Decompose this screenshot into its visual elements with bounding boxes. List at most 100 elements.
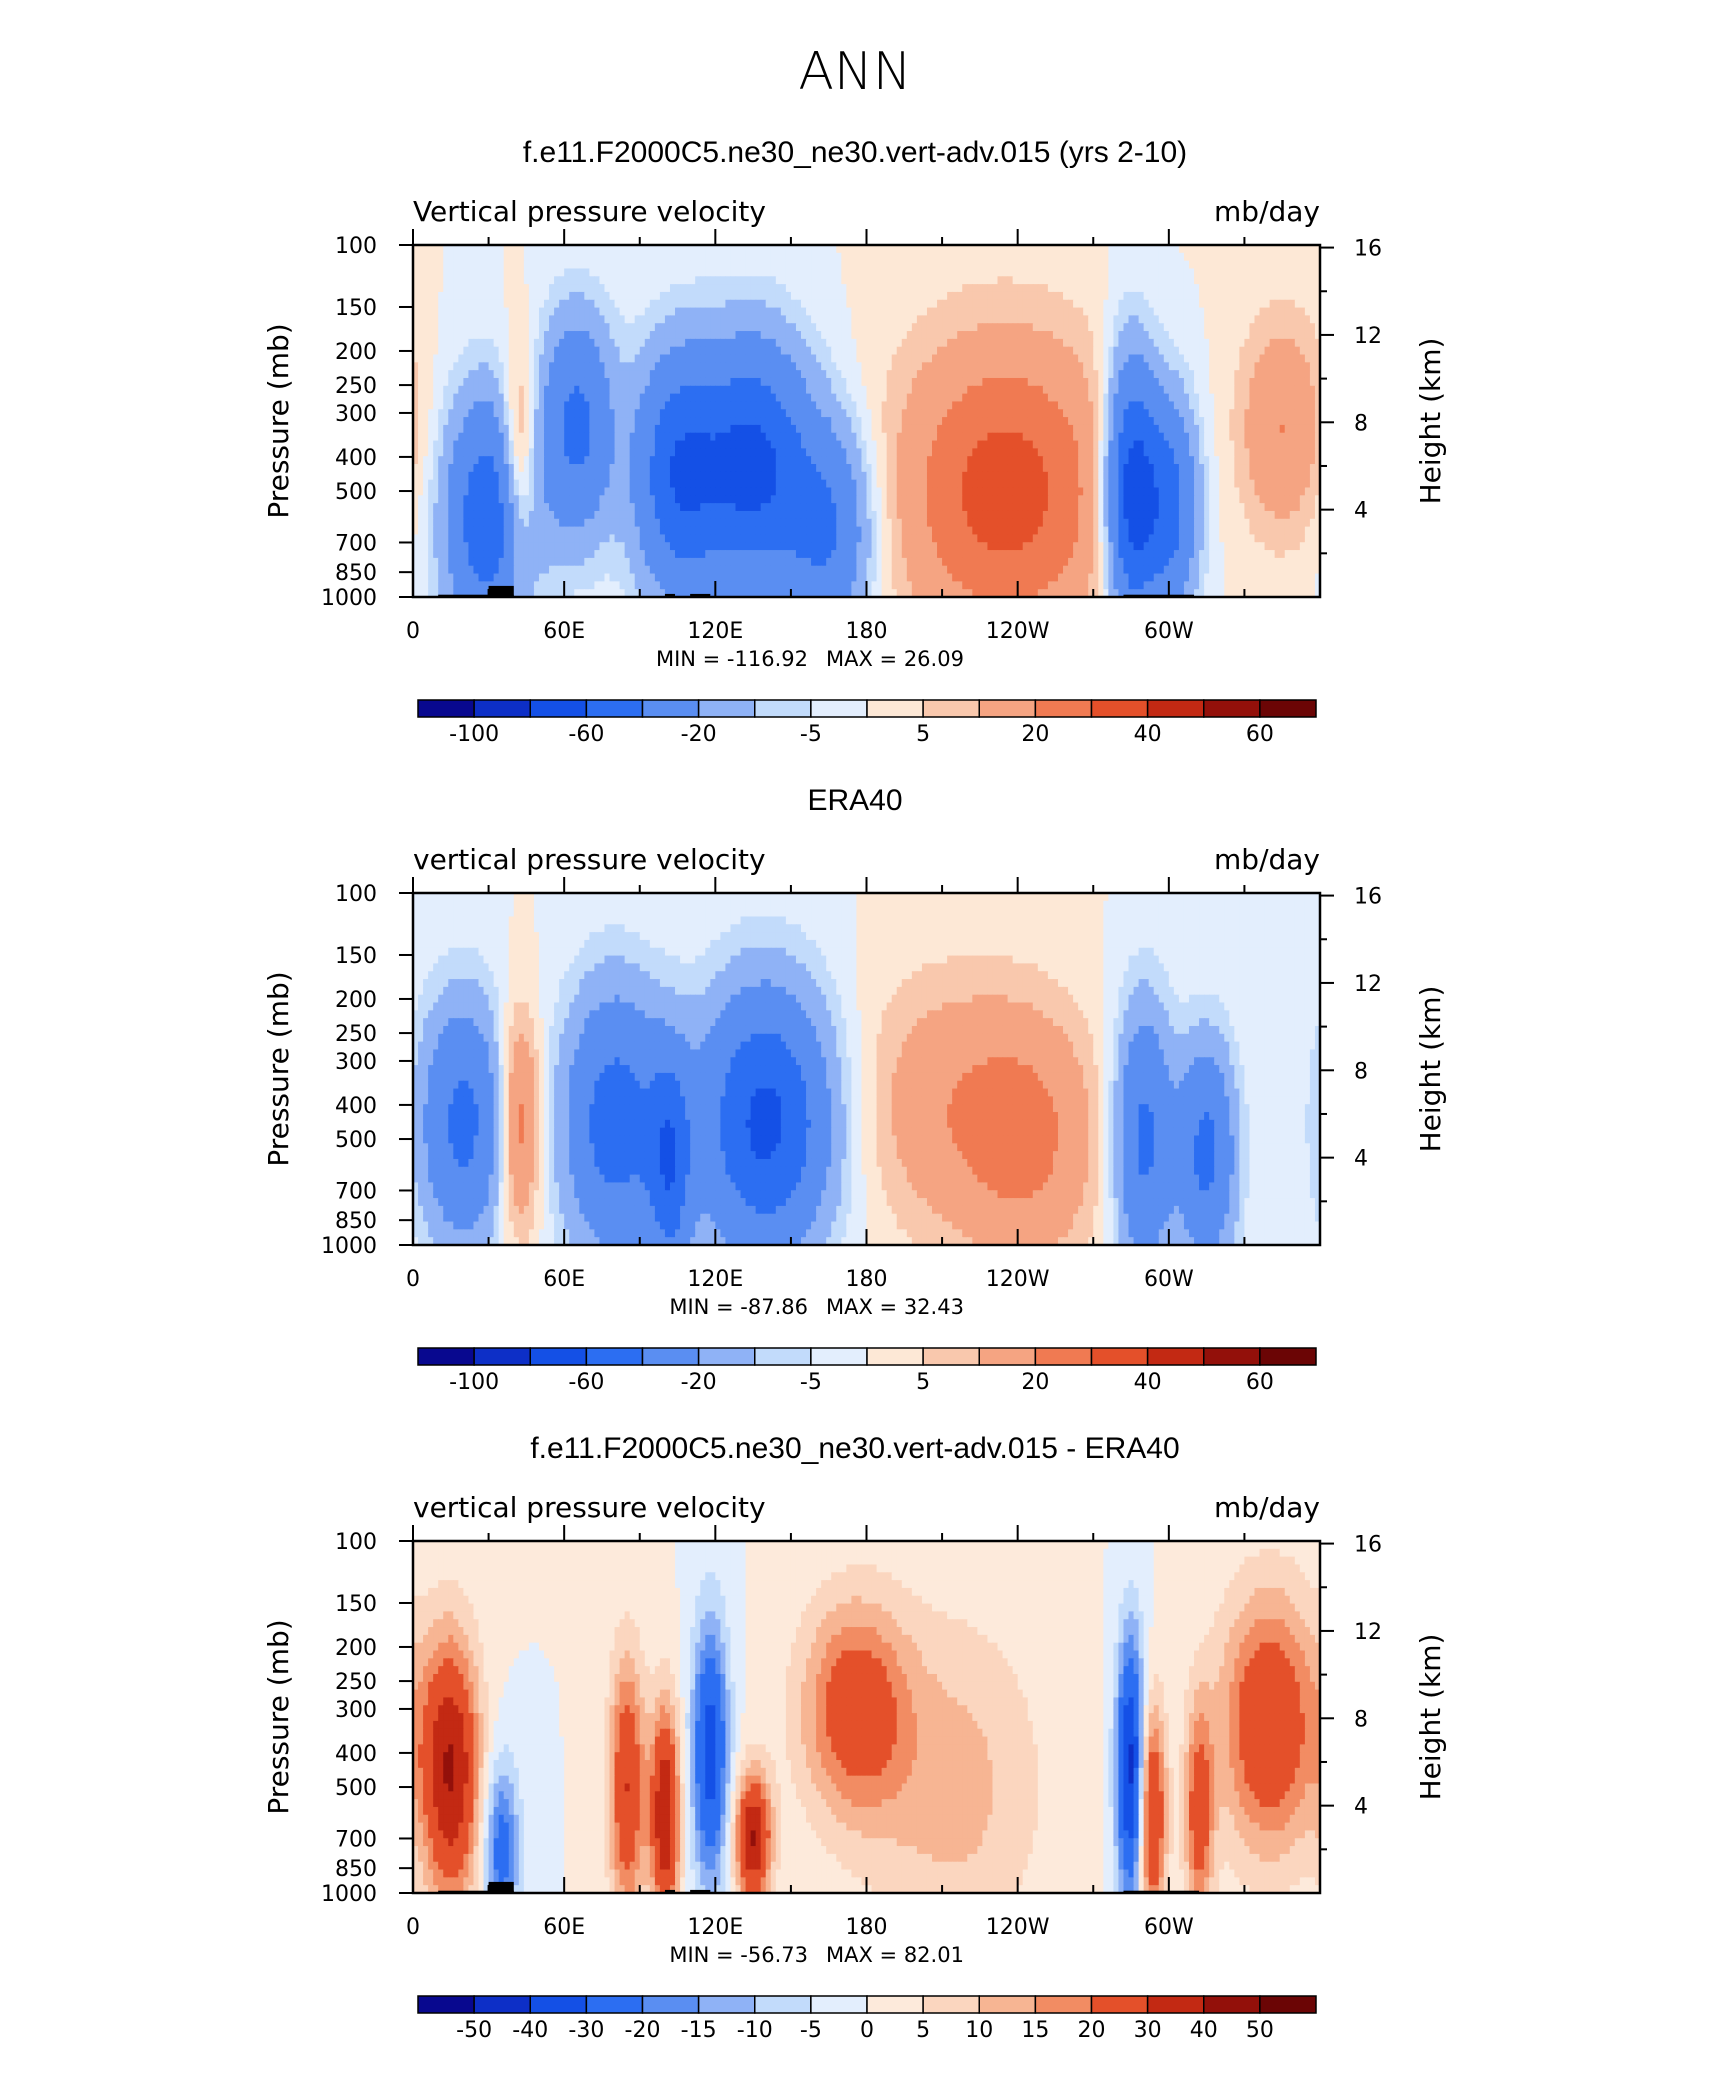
pressure-tick-label: 250 <box>335 1670 377 1695</box>
colorbar-label: -40 <box>512 2018 548 2043</box>
colorbar-box <box>867 1348 923 1365</box>
panel-units: mb/day <box>1214 1491 1320 1524</box>
topography-mask <box>489 1882 514 1893</box>
x-tick-label: 0 <box>406 1915 420 1940</box>
pressure-tick-label: 1000 <box>321 1234 377 1259</box>
colorbar-box <box>699 1996 755 2013</box>
panel-left-label: vertical pressure velocity <box>413 1491 766 1524</box>
colorbar-label: 5 <box>916 722 930 747</box>
colorbar-box <box>867 700 923 717</box>
colorbar-box <box>1204 700 1260 717</box>
height-tick-label: 8 <box>1354 411 1368 436</box>
x-tick-label: 180 <box>846 619 888 644</box>
colorbar-box <box>1035 1348 1091 1365</box>
pressure-tick-label: 500 <box>335 1776 377 1801</box>
colorbar-box <box>1092 1348 1148 1365</box>
colorbar-box <box>867 1996 923 2013</box>
panel-left-label: Vertical pressure velocity <box>413 195 766 228</box>
colorbar-label: 40 <box>1190 2018 1218 2043</box>
x-tick-label: 180 <box>846 1915 888 1940</box>
panel-units: mb/day <box>1214 843 1320 876</box>
colorbar-label: -20 <box>681 722 717 747</box>
pressure-tick-label: 300 <box>335 402 377 427</box>
height-tick-label: 8 <box>1354 1059 1368 1084</box>
pressure-tick-label: 200 <box>335 1636 377 1661</box>
pressure-tick-label: 850 <box>335 561 377 586</box>
height-tick-label: 4 <box>1354 1795 1368 1820</box>
colorbar-box <box>418 1348 474 1365</box>
panel-1: f.e11.F2000C5.ne30_ne30.vert-adv.015 (yr… <box>262 136 1447 747</box>
x-tick-label: 0 <box>406 619 420 644</box>
heatmap-field <box>413 893 1321 1246</box>
colorbar-label: 50 <box>1246 2018 1274 2043</box>
min-label: MIN = -116.92 <box>656 647 808 671</box>
colorbar: -100 -60 -20 -5 5 20 40 60 <box>418 1348 1316 1395</box>
colorbar-label: 40 <box>1134 722 1162 747</box>
height-tick-label: 16 <box>1354 885 1382 910</box>
colorbar-box <box>755 1348 811 1365</box>
pressure-tick-label: 100 <box>335 234 377 259</box>
y-axis-label-height: Height (km) <box>1414 986 1447 1153</box>
x-tick-label: 60E <box>543 619 585 644</box>
colorbar-box <box>1148 1348 1204 1365</box>
pressure-tick-label: 1000 <box>321 1882 377 1907</box>
colorbar-label: 0 <box>860 2018 874 2043</box>
pressure-tick-label: 250 <box>335 374 377 399</box>
colorbar-box <box>755 1996 811 2013</box>
x-tick-label: 60W <box>1144 1915 1194 1940</box>
colorbar-box <box>1035 1996 1091 2013</box>
panel-units: mb/day <box>1214 195 1320 228</box>
colorbar-box <box>811 1348 867 1365</box>
colorbar-box <box>923 1996 979 2013</box>
x-tick-label: 120W <box>986 619 1050 644</box>
min-label: MIN = -56.73 <box>669 1943 808 1967</box>
height-tick-label: 12 <box>1354 1620 1382 1645</box>
colorbar-box <box>923 700 979 717</box>
colorbar-label: -5 <box>800 1370 822 1395</box>
colorbar-box <box>699 1348 755 1365</box>
x-tick-label: 60W <box>1144 619 1194 644</box>
colorbar-label: 60 <box>1246 722 1274 747</box>
x-tick-label: 60E <box>543 1267 585 1292</box>
colorbar-label: 5 <box>916 1370 930 1395</box>
x-tick-label: 120E <box>687 619 743 644</box>
colorbar-box <box>643 1348 699 1365</box>
colorbar-label: -15 <box>681 2018 717 2043</box>
colorbar-label: 20 <box>1078 2018 1106 2043</box>
colorbar-box <box>643 1996 699 2013</box>
pressure-tick-label: 500 <box>335 480 377 505</box>
colorbar-label: -10 <box>737 2018 773 2043</box>
colorbar-label: 15 <box>1021 2018 1049 2043</box>
pressure-tick-label: 700 <box>335 1827 377 1852</box>
colorbar-box <box>979 700 1035 717</box>
pressure-tick-label: 150 <box>335 944 377 969</box>
colorbar-box <box>811 700 867 717</box>
colorbar-label: -20 <box>681 1370 717 1395</box>
colorbar-box <box>1035 700 1091 717</box>
max-label: MAX = 82.01 <box>826 1943 964 1967</box>
panel-title: f.e11.F2000C5.ne30_ne30.vert-adv.015 - E… <box>530 1432 1179 1465</box>
colorbar-label: -60 <box>568 1370 604 1395</box>
height-tick-label: 12 <box>1354 324 1382 349</box>
pressure-tick-label: 700 <box>335 531 377 556</box>
min-label: MIN = -87.86 <box>669 1295 808 1319</box>
colorbar-box <box>979 1348 1035 1365</box>
x-tick-label: 60E <box>543 1915 585 1940</box>
height-tick-label: 4 <box>1354 499 1368 524</box>
colorbar-box <box>1148 700 1204 717</box>
colorbar-box <box>586 1348 642 1365</box>
colorbar-label: -100 <box>449 1370 499 1395</box>
colorbar-box <box>474 700 530 717</box>
panel-title: f.e11.F2000C5.ne30_ne30.vert-adv.015 (yr… <box>523 136 1187 169</box>
colorbar-box <box>1092 700 1148 717</box>
colorbar-box <box>1092 1996 1148 2013</box>
colorbar-label: 60 <box>1246 1370 1274 1395</box>
colorbar-box <box>474 1348 530 1365</box>
pressure-tick-label: 150 <box>335 1592 377 1617</box>
colorbar-box <box>586 1996 642 2013</box>
y-axis-label-pressure: Pressure (mb) <box>262 971 295 1166</box>
pressure-tick-label: 850 <box>335 1209 377 1234</box>
pressure-tick-label: 200 <box>335 988 377 1013</box>
